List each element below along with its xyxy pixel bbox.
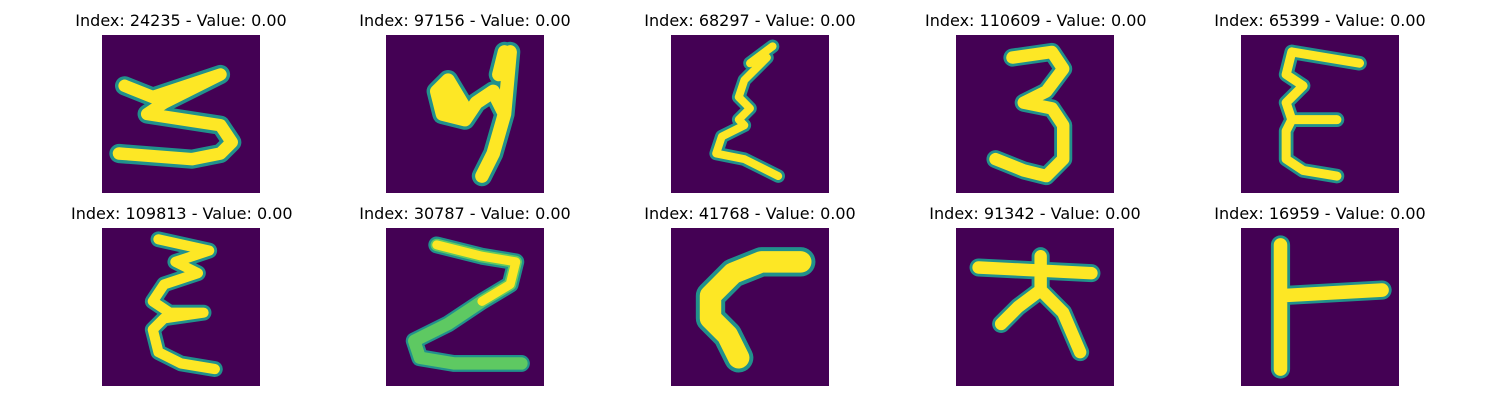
digit-image <box>386 228 544 386</box>
digit-image <box>1241 228 1399 386</box>
handwritten-glyph <box>426 41 521 187</box>
digit-panel-10: Index: 16959 - Value: 0.00 <box>1210 204 1430 394</box>
panel-title: Index: 110609 - Value: 0.00 <box>925 11 1147 30</box>
handwritten-glyph <box>109 64 242 169</box>
digit-image <box>956 35 1114 193</box>
digit-panel-1: Index: 24235 - Value: 0.00 <box>71 11 291 201</box>
handwritten-glyph <box>144 231 223 377</box>
digit-image <box>1241 35 1399 193</box>
digit-panel-3: Index: 68297 - Value: 0.00 <box>640 11 860 201</box>
panel-title: Index: 65399 - Value: 0.00 <box>1214 11 1426 30</box>
digit-image <box>386 35 544 193</box>
handwritten-glyph <box>969 247 1101 362</box>
panel-title: Index: 97156 - Value: 0.00 <box>359 11 571 30</box>
digit-image <box>671 228 829 386</box>
panel-title: Index: 16959 - Value: 0.00 <box>1214 204 1426 223</box>
digit-panel-4: Index: 110609 - Value: 0.00 <box>925 11 1147 201</box>
handwritten-glyph <box>405 236 530 372</box>
digit-panel-2: Index: 97156 - Value: 0.00 <box>355 11 575 201</box>
handwritten-glyph <box>1270 235 1392 379</box>
handwritten-glyph <box>695 247 816 373</box>
digit-image <box>102 228 260 386</box>
panel-title: Index: 30787 - Value: 0.00 <box>359 204 571 223</box>
panel-title: Index: 68297 - Value: 0.00 <box>644 11 856 30</box>
handwritten-glyph <box>1278 44 1367 184</box>
panel-title: Index: 24235 - Value: 0.00 <box>75 11 287 30</box>
handwritten-glyph <box>986 42 1073 186</box>
panel-title: Index: 91342 - Value: 0.00 <box>929 204 1141 223</box>
digit-panel-7: Index: 30787 - Value: 0.00 <box>355 204 575 394</box>
digit-panel-9: Index: 91342 - Value: 0.00 <box>925 204 1145 394</box>
digit-image <box>671 35 829 193</box>
panel-title: Index: 41768 - Value: 0.00 <box>644 204 856 223</box>
digit-image <box>102 35 260 193</box>
digit-panel-6: Index: 109813 - Value: 0.00 <box>71 204 293 394</box>
handwritten-glyph <box>709 39 785 183</box>
panel-title: Index: 109813 - Value: 0.00 <box>71 204 293 223</box>
digit-panel-5: Index: 65399 - Value: 0.00 <box>1210 11 1430 201</box>
digit-panel-8: Index: 41768 - Value: 0.00 <box>640 204 860 394</box>
digit-image <box>956 228 1114 386</box>
